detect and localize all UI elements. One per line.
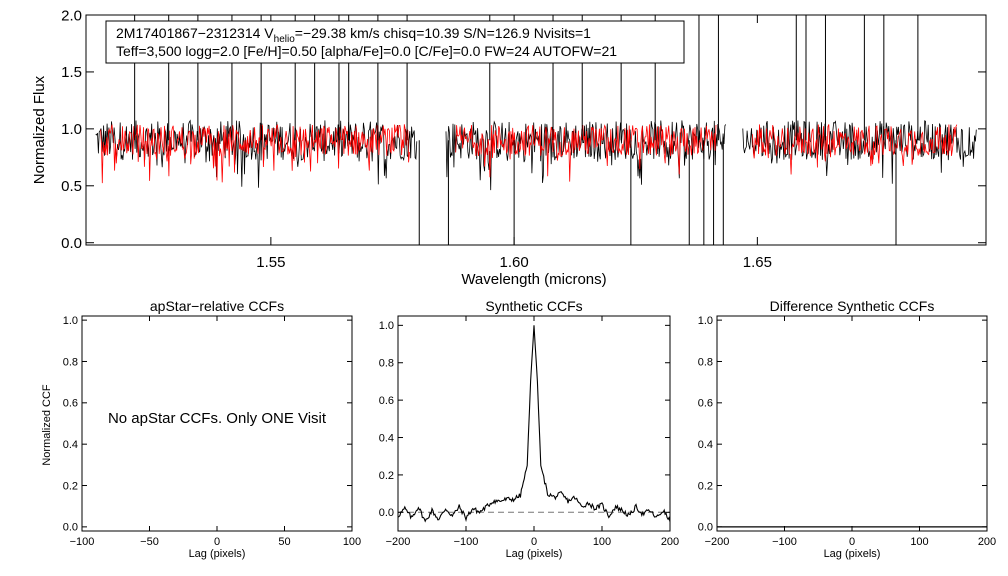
y-tick-label: 0.8: [63, 356, 78, 368]
x-tick-label: 0: [531, 536, 537, 548]
y-tick-label: 0.6: [379, 395, 394, 407]
y-tick-label: 0.4: [379, 432, 394, 444]
y-tick-label: 0.0: [61, 235, 82, 252]
y-tick-label: 0.8: [698, 356, 713, 368]
y-tick-label: 0.4: [63, 439, 78, 451]
spectrum-annotation-box: [105, 20, 685, 64]
x-tick-label: −100: [772, 536, 797, 548]
y-tick-label: 0.0: [379, 507, 394, 519]
y-tick-label: 0.2: [63, 480, 78, 492]
synthetic-ccf-panel: Synthetic CCFs −200 −100 0 100 200 0.0 0.2 0.4 0…: [379, 298, 679, 560]
synthetic-x-label: Lag (pixels): [506, 548, 563, 560]
x-tick-label: 50: [278, 536, 290, 548]
spectrum-y-label: Normalized Flux: [31, 75, 48, 184]
x-tick-label: 100: [593, 536, 611, 548]
x-tick-label: 1.55: [256, 254, 285, 271]
x-tick-label: −200: [386, 536, 411, 548]
synthetic-axes-box: [397, 315, 671, 532]
y-tick-label: 0.4: [698, 439, 713, 451]
x-tick-label: 200: [661, 536, 679, 548]
y-tick-label: 0.8: [379, 358, 394, 370]
x-tick-label: −100: [70, 536, 95, 548]
observed-spectrum-line: [445, 120, 727, 191]
difference-axes-box: [716, 315, 988, 532]
y-tick-label: 1.0: [698, 315, 713, 327]
apstar-title: apStar−relative CCFs: [150, 298, 284, 314]
synthetic-ccf-line: [397, 325, 671, 523]
y-tick-label: 0.2: [379, 470, 394, 482]
y-tick-label: 0.6: [698, 398, 713, 410]
difference-title: Difference Synthetic CCFs: [770, 298, 935, 314]
model-spectrum-line: [752, 124, 958, 175]
x-tick-label: 1.65: [743, 254, 772, 271]
annotation-line-1: 2M17401867−2312314 Vhelio=−29.38 km/s ch…: [116, 25, 591, 45]
spectrum-x-label: Wavelength (microns): [461, 271, 606, 288]
y-tick-label: 0.6: [63, 398, 78, 410]
y-tick-label: 0.0: [63, 522, 78, 534]
spectrum-axes-box: [85, 14, 987, 246]
y-tick-label: 1.0: [379, 320, 394, 332]
y-tick-label: 0.0: [698, 522, 713, 534]
x-tick-label: −50: [140, 536, 159, 548]
difference-ccf-panel: Difference Synthetic CCFs −200 −100 0 100 20…: [698, 298, 996, 560]
synthetic-lines: [397, 325, 671, 523]
observed-spectrum-line: [95, 119, 418, 188]
y-tick-label: 0.5: [61, 178, 82, 195]
synthetic-title: Synthetic CCFs: [485, 298, 582, 314]
x-tick-label: 100: [910, 536, 928, 548]
apstar-ccf-panel: apStar−relative CCFs −100 −50 0 50 100 0.0 0.2…: [41, 298, 361, 560]
x-tick-label: 0: [849, 536, 855, 548]
x-tick-label: 1.60: [500, 254, 529, 271]
observed-spectrum-line: [742, 120, 977, 184]
x-tick-label: 100: [343, 536, 361, 548]
annotation-line-2: Teff=3,500 logg=2.0 [Fe/H]=0.50 [alpha/F…: [116, 43, 617, 59]
synthetic-ticks: −200 −100 0 100 200 0.0 0.2 0.4 0.6 0.8 1.0: [379, 316, 679, 548]
x-tick-label: 0: [214, 536, 220, 548]
spectrum-ticks: 1.55 1.60 1.65 0.0 0.5 1.0 1.5 2.0: [61, 7, 986, 271]
y-tick-label: 2.0: [61, 7, 82, 24]
y-tick-label: 1.0: [63, 315, 78, 327]
model-spectrum-line: [455, 124, 717, 182]
apstar-x-label: Lag (pixels): [189, 548, 246, 560]
model-spectrum-line: [100, 124, 410, 184]
x-tick-label: −200: [705, 536, 730, 548]
y-tick-label: 1.5: [61, 64, 82, 81]
apstar-ticks: −100 −50 0 50 100 0.0 0.2 0.4 0.6 0.8 1.0: [63, 315, 361, 548]
difference-ticks: −200 −100 0 100 200 0.0 0.2 0.4 0.6 0.8 1.0: [698, 315, 996, 548]
apstar-message: No apStar CCFs. Only ONE Visit: [108, 410, 327, 427]
spectrum-panel: 1.55 1.60 1.65 0.0 0.5 1.0 1.5 2.0 2M17401867−2…: [31, 7, 987, 288]
difference-x-label: Lag (pixels): [824, 548, 881, 560]
y-tick-label: 1.0: [61, 121, 82, 138]
x-tick-label: 200: [978, 536, 996, 548]
apstar-y-label: Normalized CCF: [41, 384, 53, 466]
x-tick-label: −100: [454, 536, 479, 548]
y-tick-label: 0.2: [698, 480, 713, 492]
